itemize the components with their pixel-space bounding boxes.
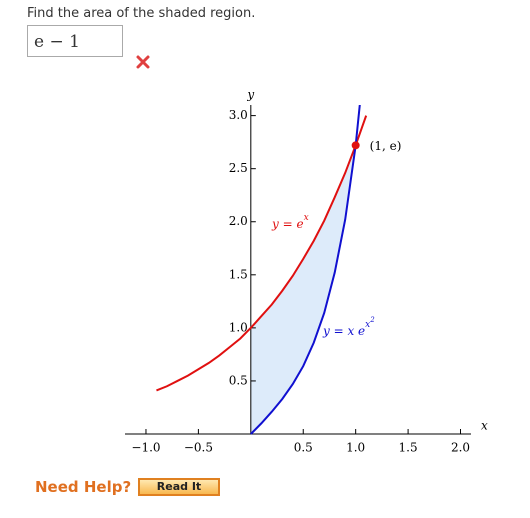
y-tick-label: 2.0 <box>229 214 248 228</box>
y-tick-label: 1.5 <box>229 267 248 281</box>
x-axis-label: x <box>481 419 488 433</box>
shaded-region <box>250 145 356 434</box>
x-tick-label: 1.5 <box>399 441 418 455</box>
read-it-button[interactable]: Read It <box>138 478 220 496</box>
label-base: y = x e <box>322 324 365 338</box>
question: Find the area of the shaded region. <box>27 6 256 21</box>
label-sup: x <box>365 320 370 330</box>
curves <box>156 105 368 435</box>
curve-label: y = x ex2 <box>322 316 375 338</box>
x-icon <box>136 55 150 69</box>
x-tick-label: 2.0 <box>451 441 470 455</box>
y-tick-label: 1.0 <box>229 320 248 334</box>
x-tick-label: −0.5 <box>184 441 213 455</box>
x-tick-label: 1.0 <box>346 441 365 455</box>
x-tick-label: 0.5 <box>294 441 313 455</box>
curve-label: y = ex <box>271 213 309 231</box>
y-axis-label: y <box>246 88 254 102</box>
x-tick-label: −1.0 <box>131 441 160 455</box>
label-base: y = e <box>271 217 304 231</box>
need-help: Need Help? <box>35 478 132 496</box>
curve <box>250 105 361 435</box>
label-sup2: 2 <box>369 316 375 324</box>
chart: x y −1.0 −0.5 0.5 1.0 1.5 2.0 0.5 1.0 1.5 2.0 2.5 3.0… <box>125 88 488 455</box>
curve <box>156 115 368 392</box>
point-label: (1, e) <box>370 139 402 153</box>
label-sup: x <box>304 213 309 223</box>
point <box>351 141 360 150</box>
y-tick-label: 3.0 <box>229 108 248 122</box>
answer-box[interactable]: e − 1 <box>27 25 123 57</box>
y-tick-label: 0.5 <box>229 373 248 387</box>
incorrect-mark <box>136 55 150 69</box>
y-tick-label: 2.5 <box>229 161 248 175</box>
